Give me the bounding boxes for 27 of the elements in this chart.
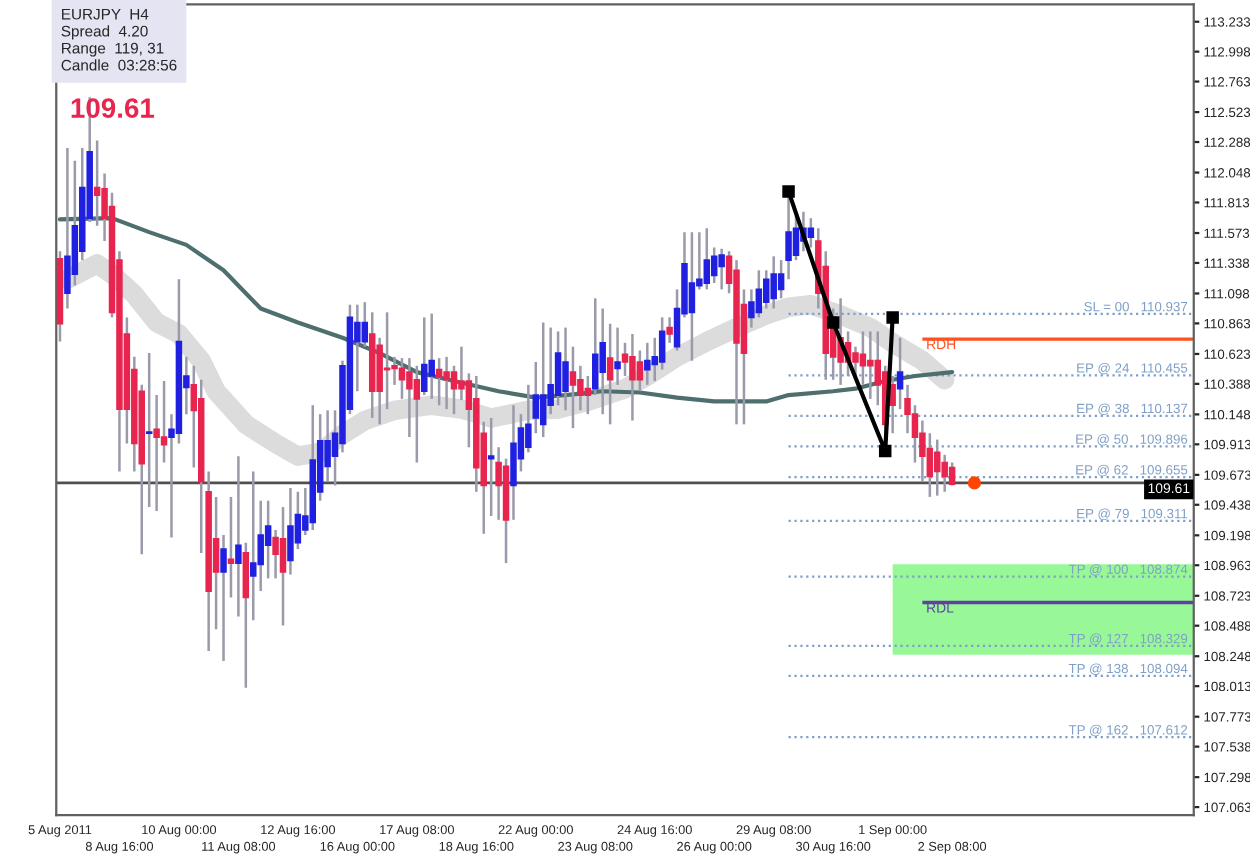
candlestick [250,470,257,622]
candlestick [934,438,941,497]
candlestick [867,330,874,401]
candlestick [554,330,562,407]
candlestick [428,312,435,401]
candlestick [383,311,391,411]
candlestick [703,227,711,291]
point [782,185,795,198]
candlestick [644,341,651,387]
candlestick [770,255,777,310]
annotation: 109.61 [71,98,155,118]
candlestick [569,345,577,430]
point [826,316,840,329]
point [886,311,899,324]
candlestick [636,349,644,393]
candlestick [629,332,636,422]
candlestick [718,247,725,291]
point [878,444,892,458]
candlestick [539,321,547,439]
candlestick [458,345,465,402]
candlestick [688,230,696,362]
candlestick [145,351,153,509]
candlestick [443,355,450,411]
candlestick [487,416,495,518]
candlestick [227,495,235,599]
candlestick [614,326,621,387]
point [967,476,982,490]
